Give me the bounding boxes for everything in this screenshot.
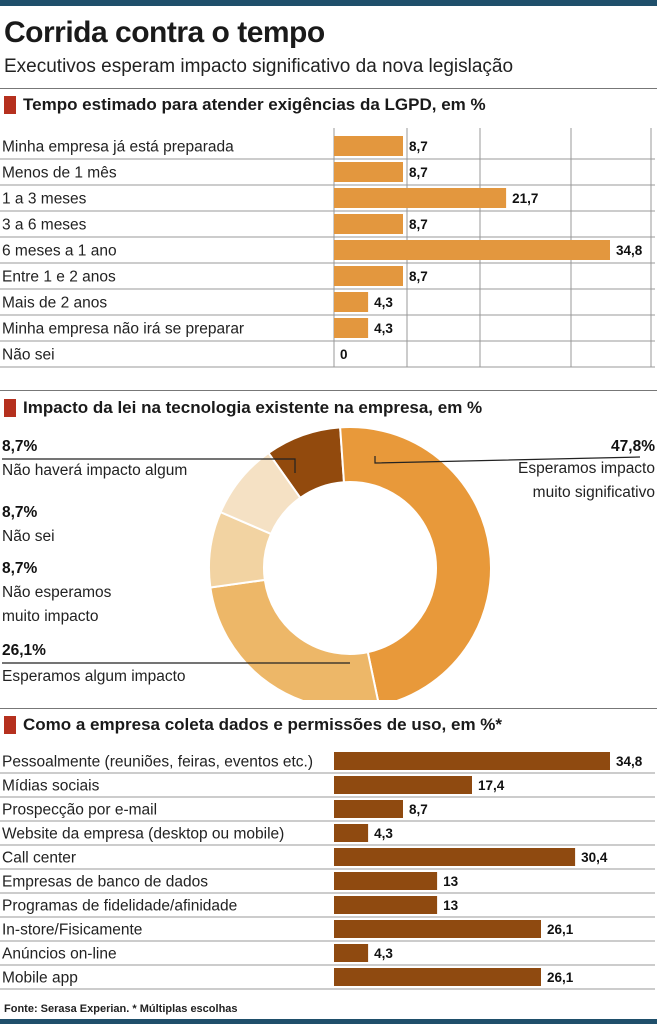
value-label: 8,7 xyxy=(409,269,428,284)
divider xyxy=(0,88,657,89)
category-label: 3 a 6 meses xyxy=(2,217,87,234)
slice-name-label: Não sei xyxy=(2,528,55,545)
category-label: In-store/Fisicamente xyxy=(2,922,142,939)
bar xyxy=(334,752,610,770)
value-label: 13 xyxy=(443,898,459,913)
divider xyxy=(0,390,657,391)
value-label: 8,7 xyxy=(409,165,428,180)
bar xyxy=(334,188,507,208)
time-bar-chart: Minha empresa já está preparada 8,7 Menos … xyxy=(0,128,655,368)
slice-name-label: Não esperamos xyxy=(2,584,112,601)
section-title-time: Tempo estimado para atender exigências d… xyxy=(23,95,486,114)
category-label: Pessoalmente (reuniões, feiras, eventos … xyxy=(2,754,313,771)
slice-percent-label: 26,1% xyxy=(2,642,46,659)
slice-name-label: Esperamos algum impacto xyxy=(2,668,186,685)
impact-donut-chart: 47,8% Esperamos impacto muito significativ… xyxy=(2,426,655,700)
category-label: Call center xyxy=(2,850,76,867)
value-label: 8,7 xyxy=(409,217,428,232)
section-marker xyxy=(4,716,16,734)
page-title: Corrida contra o tempo xyxy=(4,16,325,49)
category-label: 6 meses a 1 ano xyxy=(2,243,117,260)
section-header-collect: Como a empresa coleta dados e permissões… xyxy=(4,715,502,735)
value-label: 21,7 xyxy=(512,191,538,206)
category-label: Empresas de banco de dados xyxy=(2,874,208,891)
bar xyxy=(334,968,541,986)
top-rule xyxy=(0,0,657,6)
donut-slice xyxy=(219,451,302,536)
slice-name-label: muito impacto xyxy=(2,608,98,625)
bar xyxy=(334,318,369,338)
category-label: 1 a 3 meses xyxy=(2,191,87,208)
section-title-impact: Impacto da lei na tecnologia existente n… xyxy=(23,398,483,417)
section-marker xyxy=(4,399,16,417)
leader-line xyxy=(2,458,296,473)
bar xyxy=(334,214,403,234)
bar xyxy=(334,824,369,842)
slice-name-label: Não haverá impacto algum xyxy=(2,462,187,479)
value-label: 26,1 xyxy=(547,922,574,937)
value-label: 30,4 xyxy=(581,850,608,865)
category-label: Entre 1 e 2 anos xyxy=(2,269,116,286)
value-label: 17,4 xyxy=(478,778,505,793)
slice-percent-label: 8,7% xyxy=(2,438,38,455)
bar xyxy=(334,776,472,794)
category-label: Menos de 1 mês xyxy=(2,165,117,182)
category-label: Minha empresa já está preparada xyxy=(2,139,234,156)
bar xyxy=(334,896,438,914)
value-label: 4,3 xyxy=(374,295,393,310)
leader-line xyxy=(374,456,641,464)
bar xyxy=(334,872,438,890)
page-subtitle: Executivos esperam impacto significativo… xyxy=(4,56,514,77)
category-label: Mobile app xyxy=(2,970,78,987)
value-label: 4,3 xyxy=(374,321,393,336)
donut-slice xyxy=(339,426,492,700)
slice-percent-label: 8,7% xyxy=(2,504,38,521)
section-title-collect: Como a empresa coleta dados e permissões… xyxy=(23,715,503,734)
value-label: 13 xyxy=(443,874,459,889)
category-label: Programas de fidelidade/afinidade xyxy=(2,898,237,915)
category-label: Anúncios on-line xyxy=(2,946,117,963)
slice-name-label: muito significativo xyxy=(533,484,655,501)
category-label: Website da empresa (desktop ou mobile) xyxy=(2,826,284,843)
collect-bar-chart: Pessoalmente (reuniões, feiras, eventos … xyxy=(0,752,655,990)
bar xyxy=(334,944,369,962)
value-label: 4,3 xyxy=(374,946,393,961)
bar xyxy=(334,240,610,260)
value-label: 8,7 xyxy=(409,802,428,817)
section-header-impact: Impacto da lei na tecnologia existente n… xyxy=(4,398,482,418)
slice-name-label: Esperamos impacto xyxy=(518,460,655,477)
category-label: Mais de 2 anos xyxy=(2,295,107,312)
bar xyxy=(334,292,369,312)
value-label: 26,1 xyxy=(547,970,574,985)
section-marker xyxy=(4,96,16,114)
bar xyxy=(334,800,403,818)
value-label: 4,3 xyxy=(374,826,393,841)
slice-percent-label: 47,8% xyxy=(611,438,655,455)
category-label: Não sei xyxy=(2,347,55,364)
category-label: Prospecção por e-mail xyxy=(2,802,157,819)
slice-percent-label: 8,7% xyxy=(2,560,38,577)
source-note: Fonte: Serasa Experian. * Múltiplas esco… xyxy=(4,1003,238,1015)
bar xyxy=(334,848,576,866)
value-label: 34,8 xyxy=(616,243,643,258)
value-label: 34,8 xyxy=(616,754,643,769)
bar xyxy=(334,136,403,156)
category-label: Minha empresa não irá se preparar xyxy=(2,321,244,338)
section-header-time: Tempo estimado para atender exigências d… xyxy=(4,95,486,115)
bar xyxy=(334,162,403,182)
divider xyxy=(0,708,657,709)
bar xyxy=(334,266,403,286)
bar xyxy=(334,920,541,938)
value-label: 0 xyxy=(340,347,348,362)
bottom-rule xyxy=(0,1019,657,1024)
category-label: Mídias sociais xyxy=(2,778,100,795)
donut-slice xyxy=(209,578,379,700)
value-label: 8,7 xyxy=(409,139,428,154)
